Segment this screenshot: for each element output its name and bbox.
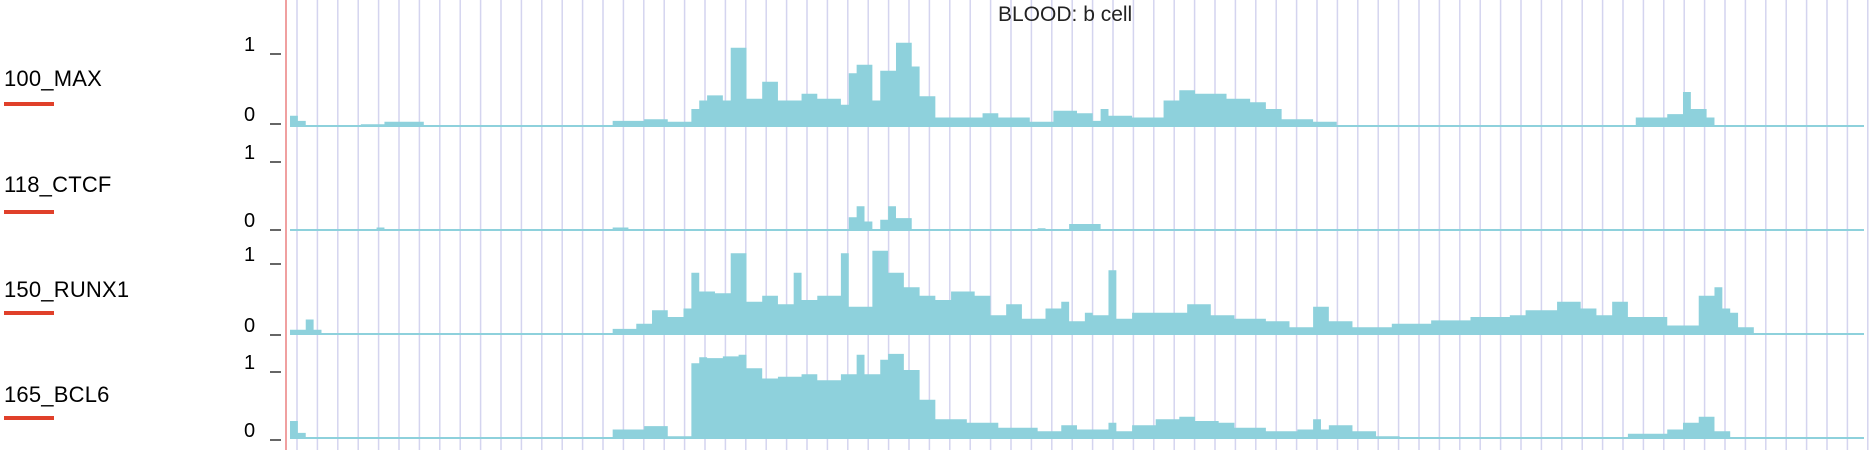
track-color-underline bbox=[4, 210, 54, 214]
y-tick-label-0: 0 bbox=[244, 315, 256, 337]
track-label: 100_MAX bbox=[4, 66, 103, 91]
y-tick-label-1: 1 bbox=[244, 34, 256, 56]
chart-title: BLOOD: b cell bbox=[998, 3, 1133, 26]
y-tick-label-0: 0 bbox=[244, 420, 256, 442]
signal-area bbox=[290, 353, 1864, 438]
track-label: 150_RUNX1 bbox=[4, 277, 130, 302]
signal-area bbox=[290, 250, 1864, 334]
track-118-ctcf bbox=[270, 161, 1864, 231]
y-tick-label-1: 1 bbox=[244, 352, 256, 374]
track-color-underline bbox=[4, 416, 54, 420]
track-label-panel: 100_MAX 1 0 118_CTCF 1 0 150_RUNX1 1 0 165_BCL6 1 0 bbox=[0, 0, 286, 450]
track-150-runx1 bbox=[270, 250, 1864, 336]
track-165-bcl6 bbox=[270, 353, 1864, 441]
track-label: 165_BCL6 bbox=[4, 382, 110, 407]
track-100-max bbox=[270, 42, 1864, 127]
track-label: 118_CTCF bbox=[4, 172, 112, 197]
y-tick-label-1: 1 bbox=[244, 142, 256, 164]
signal-area bbox=[290, 42, 1864, 127]
vertical-grid bbox=[296, 0, 1869, 450]
track-color-underline bbox=[4, 311, 54, 315]
y-tick-label-0: 0 bbox=[244, 210, 256, 232]
signal-area bbox=[290, 206, 1864, 230]
track-color-underline bbox=[4, 102, 54, 106]
y-tick-label-0: 0 bbox=[244, 104, 256, 126]
y-tick-label-1: 1 bbox=[244, 244, 256, 266]
